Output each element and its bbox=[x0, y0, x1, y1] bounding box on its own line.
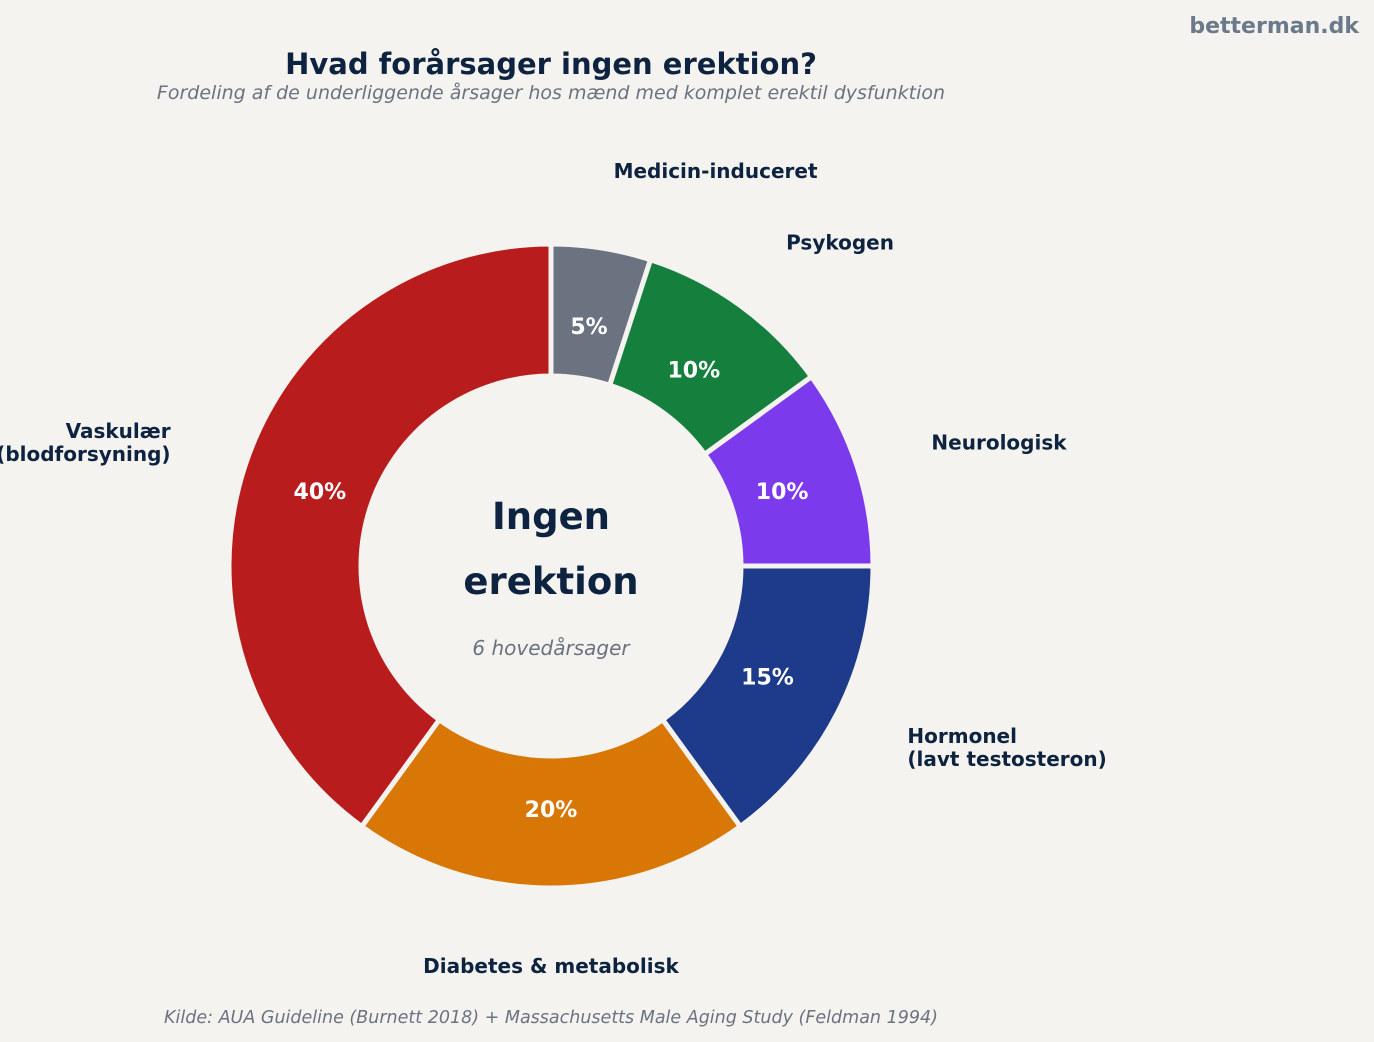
slice-vaskulær bbox=[226, 241, 554, 830]
category-label-line: Diabetes & metabolisk bbox=[423, 954, 679, 978]
category-label-line: (blodforsyning) bbox=[0, 442, 171, 466]
pct-label-diabetes-metabolisk: 20% bbox=[525, 798, 578, 823]
category-label-line: (lavt testosteron) bbox=[907, 747, 1106, 771]
pct-label-vaskulær: 40% bbox=[294, 480, 347, 505]
category-label-diabetes-metabolisk: Diabetes & metabolisk bbox=[423, 954, 679, 978]
donut-slices bbox=[226, 241, 876, 891]
category-label-line: Medicin-induceret bbox=[614, 159, 818, 183]
category-label-neurologisk: Neurologisk bbox=[931, 430, 1067, 454]
percent-labels: 5% 10% 10% 15% 20% 40% bbox=[294, 315, 809, 823]
chart-subtitle: Fordeling af de underliggende årsager ho… bbox=[157, 81, 945, 104]
category-labels: Medicin-induceret Psykogen Neurologisk Horm… bbox=[0, 159, 1107, 978]
category-label-line: Hormonel bbox=[907, 724, 1017, 748]
slice-diabetes-metabolisk bbox=[358, 716, 744, 891]
pct-label-medicin-induceret: 5% bbox=[570, 315, 607, 340]
category-label-psykogen: Psykogen bbox=[786, 230, 894, 254]
brand-logo: betterman.dk bbox=[1189, 14, 1360, 39]
pct-label-hormonel: 15% bbox=[741, 665, 794, 690]
category-label-line: Psykogen bbox=[786, 230, 894, 254]
slice-hormonel bbox=[659, 563, 876, 830]
center-title-line1: Ingen bbox=[492, 495, 610, 538]
center-title-line2: erektion bbox=[463, 560, 638, 603]
source-note: Kilde: AUA Guideline (Burnett 2018) + Ma… bbox=[164, 1008, 938, 1028]
pct-label-psykogen: 10% bbox=[667, 358, 720, 383]
category-label-medicin-induceret: Medicin-induceret bbox=[614, 159, 818, 183]
category-label-line: Vaskulær bbox=[66, 419, 171, 443]
category-label-vaskulær: Vaskulær (blodforsyning) bbox=[0, 419, 171, 466]
pct-label-neurologisk: 10% bbox=[756, 480, 809, 505]
category-label-line: Neurologisk bbox=[931, 430, 1067, 454]
chart-title: Hvad forårsager ingen erektion? bbox=[285, 47, 817, 81]
center-subtitle: 6 hovedårsager bbox=[472, 636, 631, 660]
category-label-hormonel: Hormonel (lavt testosteron) bbox=[907, 724, 1106, 771]
